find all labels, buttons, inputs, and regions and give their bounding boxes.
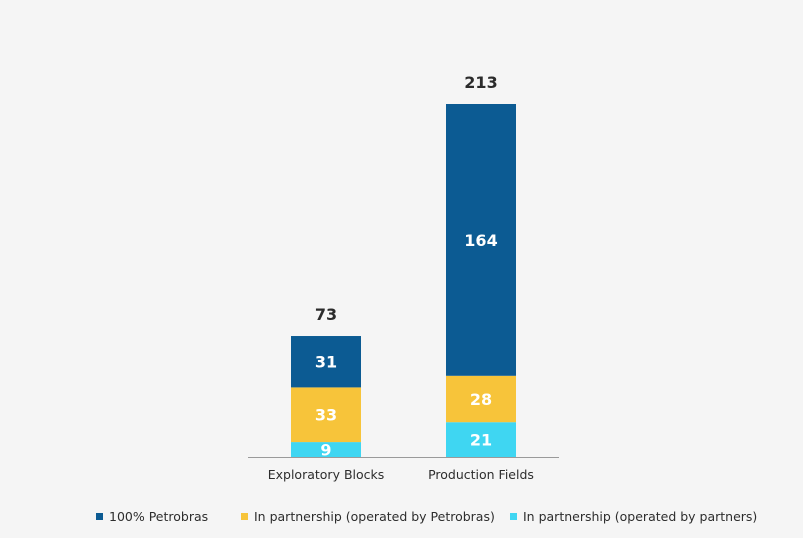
data-label-exploratory-blocks-in-partnership-operated-by-partners: 9 bbox=[320, 441, 331, 460]
bar-segment-exploratory-blocks-in-partnership-operated-by-partners bbox=[291, 442, 361, 457]
data-label-exploratory-blocks-in-partnership-operated-by-petrobras: 33 bbox=[315, 406, 337, 425]
category-label-production-fields: Production Fields bbox=[428, 467, 534, 482]
legend-item-partnership-partners: In partnership (operated by partners) bbox=[510, 509, 757, 524]
data-label-production-fields-100-petrobras: 164 bbox=[464, 231, 497, 250]
legend-item-100-petrobras: 100% Petrobras bbox=[96, 509, 208, 524]
total-label-exploratory-blocks: 73 bbox=[315, 305, 337, 324]
legend-label-partnership-partners: In partnership (operated by partners) bbox=[523, 509, 758, 524]
legend-label-100-petrobras: 100% Petrobras bbox=[109, 509, 209, 524]
legend-swatch-partnership-partners bbox=[510, 513, 517, 520]
data-label-production-fields-in-partnership-operated-by-petrobras: 28 bbox=[470, 390, 492, 409]
bar-segment-production-fields-in-partnership-operated-by-petrobras bbox=[446, 375, 516, 423]
category-label-exploratory-blocks: Exploratory Blocks bbox=[268, 467, 385, 482]
bar-segment-exploratory-blocks-100-petrobras bbox=[291, 336, 361, 388]
legend-label-partnership-petrobras: In partnership (operated by Petrobras) bbox=[254, 509, 495, 524]
bar-segment-exploratory-blocks-in-partnership-operated-by-petrobras bbox=[291, 387, 361, 443]
data-label-production-fields-in-partnership-operated-by-partners: 21 bbox=[470, 431, 492, 450]
legend-swatch-100-petrobras bbox=[96, 513, 103, 520]
legend-item-partnership-petrobras: In partnership (operated by Petrobras) bbox=[241, 509, 495, 524]
legend-swatch-partnership-petrobras bbox=[241, 513, 248, 520]
bar-segment-production-fields-100-petrobras bbox=[446, 104, 516, 376]
bar-segment-production-fields-in-partnership-operated-by-partners bbox=[446, 422, 516, 457]
total-label-production-fields: 213 bbox=[464, 73, 497, 92]
data-label-exploratory-blocks-100-petrobras: 31 bbox=[315, 353, 337, 372]
